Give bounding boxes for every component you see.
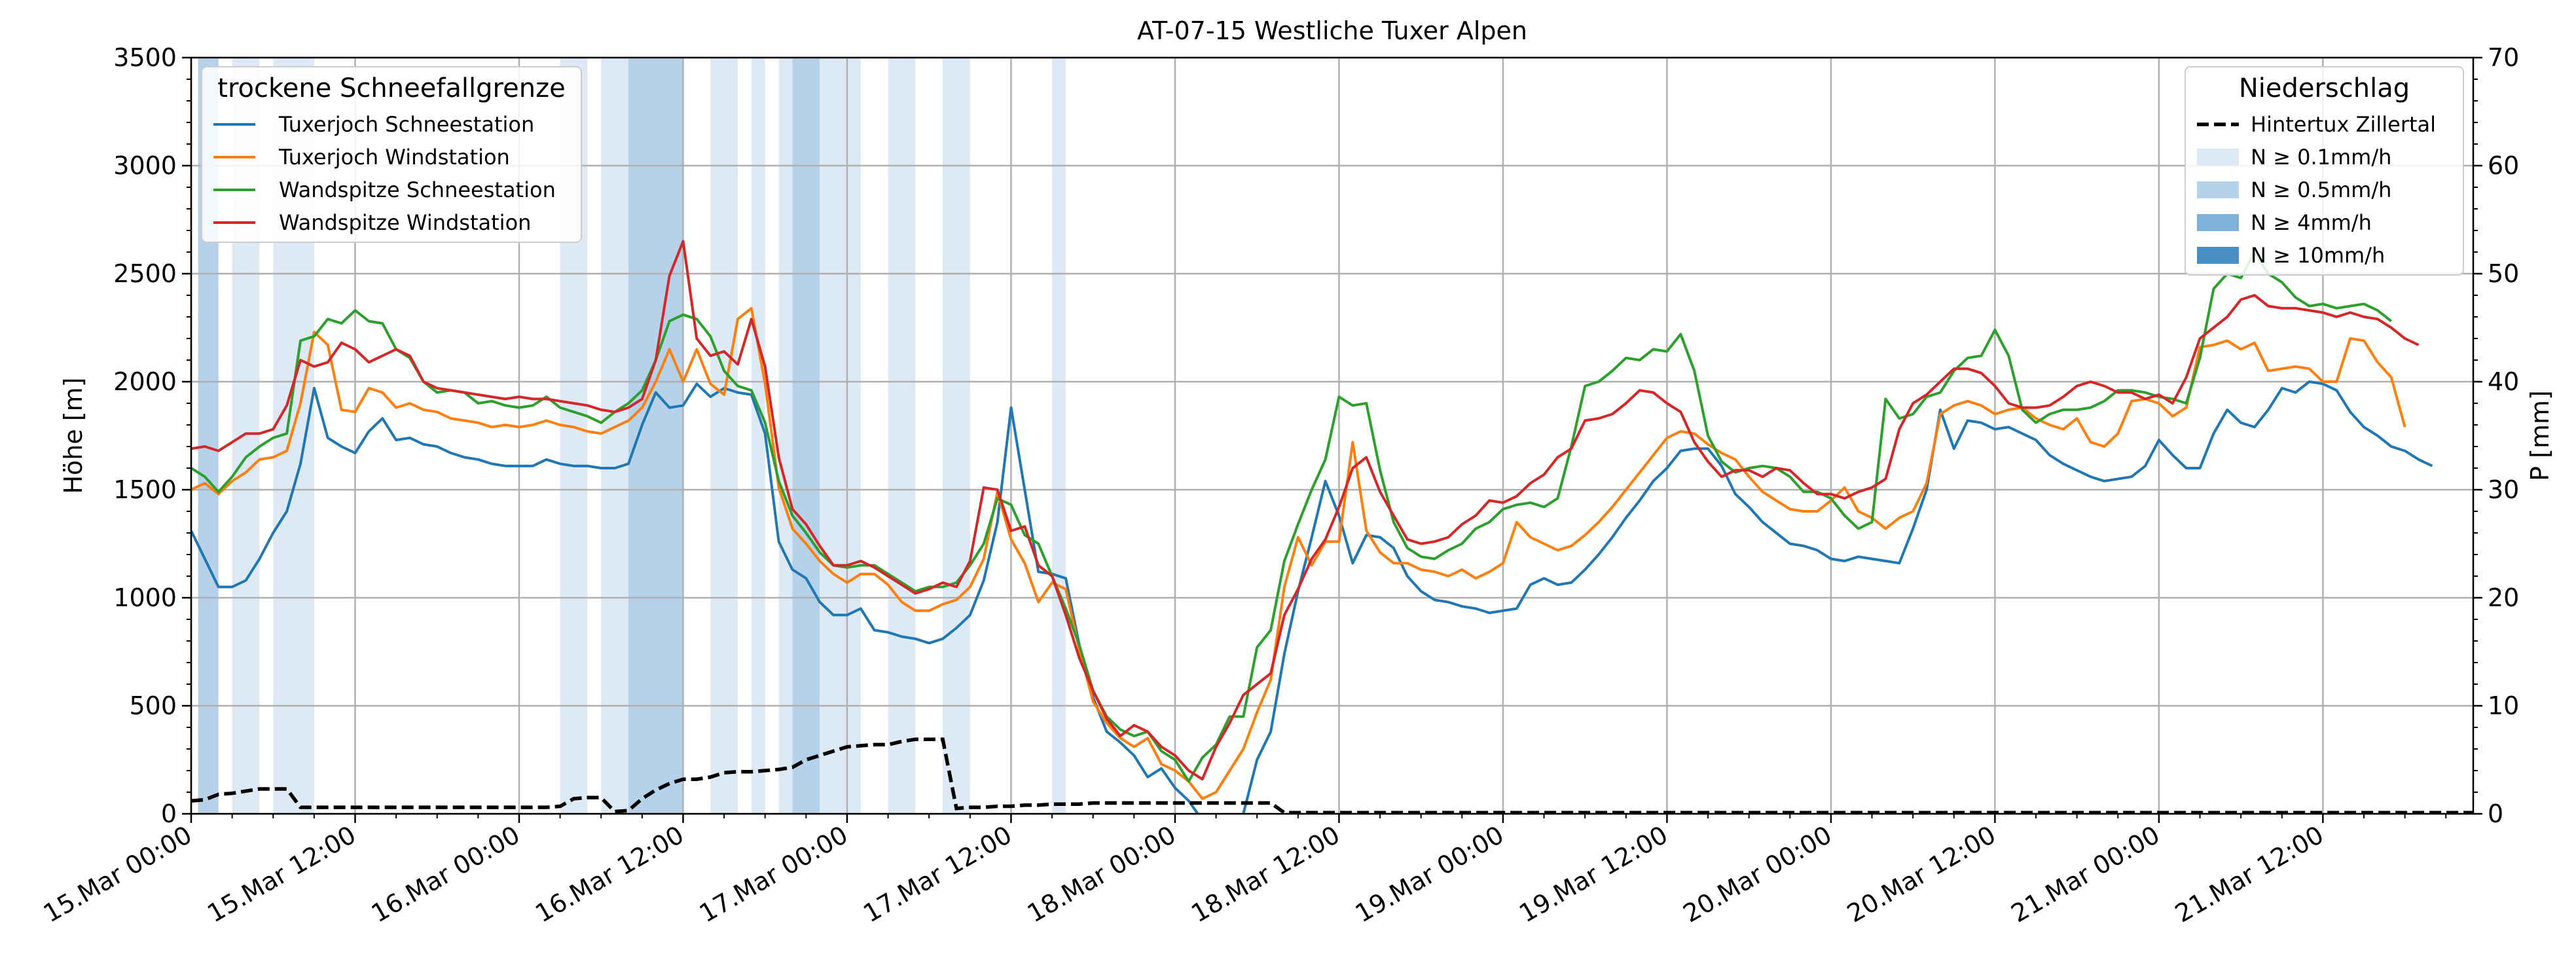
series-lines xyxy=(191,240,2473,814)
y2-tick-label: 40 xyxy=(2488,367,2519,396)
x-tick-label: 18.Mar 12:00 xyxy=(1186,820,1345,928)
precip-band xyxy=(601,58,628,814)
legend-precipitation: Niederschlag Hintertux Zillertal N ≥ 0.1mm… xyxy=(2185,66,2464,276)
y-axis-label: Höhe [m] xyxy=(59,377,88,494)
x-tick-label: 16.Mar 00:00 xyxy=(367,820,525,928)
x-tick-label: 20.Mar 00:00 xyxy=(1678,820,1837,928)
y-tick-label: 0 xyxy=(161,799,177,828)
precip-band xyxy=(888,58,916,814)
y2-tick-label: 30 xyxy=(2488,475,2519,504)
legend-swatch xyxy=(2197,214,2239,231)
plot-frame xyxy=(190,56,2475,815)
precip-band xyxy=(778,58,793,814)
x-tick-label: 18.Mar 00:00 xyxy=(1023,820,1181,928)
legend-label: Tuxerjoch Windstation xyxy=(278,145,510,170)
x-tick-label: 17.Mar 00:00 xyxy=(695,820,853,928)
legend-title: Niederschlag xyxy=(2239,73,2410,103)
precip-band xyxy=(792,58,820,814)
x-tick-label: 16.Mar 12:00 xyxy=(530,820,689,928)
precip-line xyxy=(191,737,2473,814)
y-tick-label: 1500 xyxy=(113,475,177,504)
precip-band xyxy=(628,58,683,814)
legend-label: Wandspitze Windstation xyxy=(279,210,531,235)
y2-tick-label: 70 xyxy=(2488,43,2519,72)
y-tick-label: 1000 xyxy=(113,583,177,612)
legend-label: N ≥ 0.5mm/h xyxy=(2251,177,2391,202)
y2-axis-label: P [mm] xyxy=(2526,390,2554,481)
legend-title: trockene Schneefallgrenze xyxy=(217,73,565,103)
legend-label: N ≥ 0.1mm/h xyxy=(2251,145,2391,170)
y-tick-label: 500 xyxy=(129,691,177,720)
series-line xyxy=(191,306,2406,800)
legend-label: N ≥ 4mm/h xyxy=(2251,210,2372,235)
y-tick-label: 2500 xyxy=(113,259,177,288)
y2-tick-label: 20 xyxy=(2488,583,2519,612)
series-line xyxy=(191,382,1200,814)
precip-band xyxy=(943,58,970,814)
y-tick-label: 3500 xyxy=(113,43,177,72)
legend-swatch xyxy=(2197,247,2239,264)
x-tick-label: 15.Mar 12:00 xyxy=(202,820,361,928)
legend-swatch xyxy=(2197,181,2239,198)
x-tick-label: 21.Mar 00:00 xyxy=(2006,820,2165,928)
precip-band xyxy=(710,58,738,814)
x-tick-label: 21.Mar 12:00 xyxy=(2170,820,2329,928)
y2-tick-label: 60 xyxy=(2488,151,2519,180)
series-line xyxy=(191,251,2393,783)
legend-label: N ≥ 10mm/h xyxy=(2251,243,2385,268)
y-tick-label: 3000 xyxy=(113,151,177,180)
x-tick-label: 19.Mar 00:00 xyxy=(1351,820,1509,928)
legend-box xyxy=(201,66,582,243)
legend-box xyxy=(2185,66,2464,276)
y-tick-label: 2000 xyxy=(113,367,177,396)
precip-band xyxy=(751,58,765,814)
legend-swatch xyxy=(2197,149,2239,166)
legend-snowfall: trockene Schneefallgrenze Tuxerjoch Schne… xyxy=(201,66,582,243)
x-tick-label: 20.Mar 12:00 xyxy=(1842,820,2001,928)
y2-tick-label: 0 xyxy=(2488,799,2503,828)
legend-label: Tuxerjoch Schneestation xyxy=(278,112,534,137)
precip-band xyxy=(820,58,861,814)
x-tick-label: 15.Mar 00:00 xyxy=(39,820,197,928)
precip-band xyxy=(1052,58,1066,814)
legend-label: Hintertux Zillertal xyxy=(2251,112,2436,137)
series-line xyxy=(191,240,2420,781)
series-line xyxy=(1242,380,2433,814)
y2-tick-label: 10 xyxy=(2488,691,2519,720)
x-tick-label: 17.Mar 12:00 xyxy=(858,820,1017,928)
y2-tick-label: 50 xyxy=(2488,259,2519,288)
chart-title: AT-07-15 Westliche Tuxer Alpen xyxy=(1137,16,1527,45)
x-tick-label: 19.Mar 12:00 xyxy=(1514,820,1673,928)
legend-label: Wandspitze Schneestation xyxy=(279,177,556,202)
